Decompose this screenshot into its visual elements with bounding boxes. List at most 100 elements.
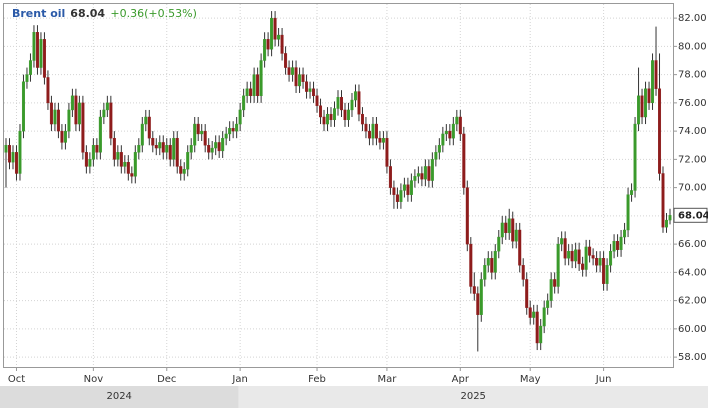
y-tick-label: 72.00 bbox=[678, 154, 707, 165]
y-tick-label: 64.00 bbox=[678, 267, 707, 278]
candle-body bbox=[416, 173, 420, 177]
candle-body bbox=[77, 102, 81, 125]
candle-body bbox=[392, 187, 396, 195]
candle-body bbox=[588, 246, 592, 256]
candle-body bbox=[91, 145, 95, 160]
candle-body bbox=[270, 17, 274, 50]
y-tick-label: 80.00 bbox=[678, 41, 707, 52]
candle-body bbox=[525, 279, 529, 308]
candle-body bbox=[518, 229, 522, 266]
candle-body bbox=[591, 255, 595, 259]
candle-body bbox=[189, 145, 193, 153]
candle-body bbox=[549, 279, 553, 301]
candle-body bbox=[238, 109, 242, 125]
candle-body bbox=[563, 238, 567, 259]
candle-body bbox=[158, 142, 162, 149]
candle-body bbox=[102, 109, 106, 118]
last-price-tag bbox=[673, 207, 708, 223]
candle-body bbox=[63, 130, 67, 143]
candle-body bbox=[7, 145, 11, 163]
candle-body bbox=[168, 145, 172, 160]
candle-body bbox=[84, 152, 88, 167]
candle-body bbox=[312, 88, 316, 97]
candle-body bbox=[374, 123, 378, 139]
candle-body bbox=[49, 102, 53, 125]
candle-body bbox=[35, 32, 39, 68]
candle-body bbox=[179, 166, 183, 174]
candle-body bbox=[315, 95, 319, 106]
candle-body bbox=[294, 67, 298, 87]
candle-body bbox=[263, 39, 267, 61]
candle-body bbox=[465, 187, 469, 245]
candle-body bbox=[25, 74, 29, 82]
candle-body bbox=[42, 39, 46, 78]
candle-body bbox=[654, 60, 658, 89]
candle-body bbox=[70, 95, 74, 111]
candle-body bbox=[182, 169, 186, 174]
candle-body bbox=[305, 81, 309, 92]
candle-body bbox=[242, 95, 246, 111]
candle-body bbox=[350, 99, 354, 111]
x-tick-label: Jan bbox=[231, 374, 247, 385]
year-label: 2025 bbox=[460, 391, 485, 402]
candle-body bbox=[479, 279, 483, 315]
candle-body bbox=[409, 180, 413, 195]
candle-body bbox=[619, 236, 623, 250]
candle-body bbox=[123, 161, 127, 167]
candle-body bbox=[203, 130, 207, 146]
candle-body bbox=[413, 176, 417, 181]
candle-body bbox=[567, 250, 571, 259]
candle-body bbox=[298, 74, 302, 87]
candle-body bbox=[249, 88, 253, 97]
candle-body bbox=[476, 293, 480, 315]
candle-body bbox=[507, 218, 511, 234]
candle-body bbox=[455, 116, 459, 125]
candle-body bbox=[626, 194, 630, 231]
candle-body bbox=[472, 286, 476, 294]
candle-body bbox=[371, 123, 375, 139]
candle-body bbox=[21, 81, 25, 132]
candle-body bbox=[640, 95, 644, 118]
candle-body bbox=[658, 88, 662, 174]
candle-body bbox=[434, 152, 438, 160]
candle-body bbox=[346, 109, 350, 121]
candle-body bbox=[280, 34, 284, 54]
y-tick-label: 70.00 bbox=[678, 183, 707, 194]
candle-body bbox=[556, 243, 560, 287]
candle-body bbox=[651, 60, 655, 104]
candle-body bbox=[165, 145, 169, 153]
candle-body bbox=[28, 60, 32, 75]
candle-body bbox=[444, 130, 448, 135]
candle-body bbox=[186, 152, 190, 170]
y-tick-label: 74.00 bbox=[678, 126, 707, 137]
candle-body bbox=[339, 97, 343, 111]
x-tick-label: Jun bbox=[595, 374, 612, 385]
candle-body bbox=[399, 190, 403, 202]
candle-body bbox=[196, 123, 200, 135]
candle-body bbox=[402, 184, 406, 191]
candle-body bbox=[291, 67, 295, 75]
candle-body bbox=[67, 109, 71, 132]
candle-body bbox=[224, 133, 228, 139]
candle-body bbox=[378, 137, 382, 143]
candle-body bbox=[175, 137, 179, 167]
candle-body bbox=[605, 265, 609, 284]
candle-body bbox=[151, 137, 155, 146]
y-tick-label: 82.00 bbox=[678, 13, 707, 24]
candle-body bbox=[420, 173, 424, 180]
candle-body bbox=[661, 173, 665, 228]
candle-body bbox=[644, 88, 648, 118]
candle-body bbox=[514, 229, 518, 242]
candle-body bbox=[214, 142, 218, 149]
candle-body bbox=[483, 265, 487, 280]
candle-body bbox=[427, 166, 431, 181]
y-tick-label: 66.00 bbox=[678, 239, 707, 250]
candle-body bbox=[532, 311, 536, 318]
x-tick-label: Apr bbox=[452, 374, 470, 385]
candle-body bbox=[112, 137, 116, 160]
candle-body bbox=[367, 130, 371, 139]
candle-body bbox=[668, 215, 672, 221]
last-price-tag-label: 68.04 bbox=[678, 210, 708, 221]
candle-body bbox=[451, 123, 455, 139]
candle-body bbox=[637, 95, 641, 125]
